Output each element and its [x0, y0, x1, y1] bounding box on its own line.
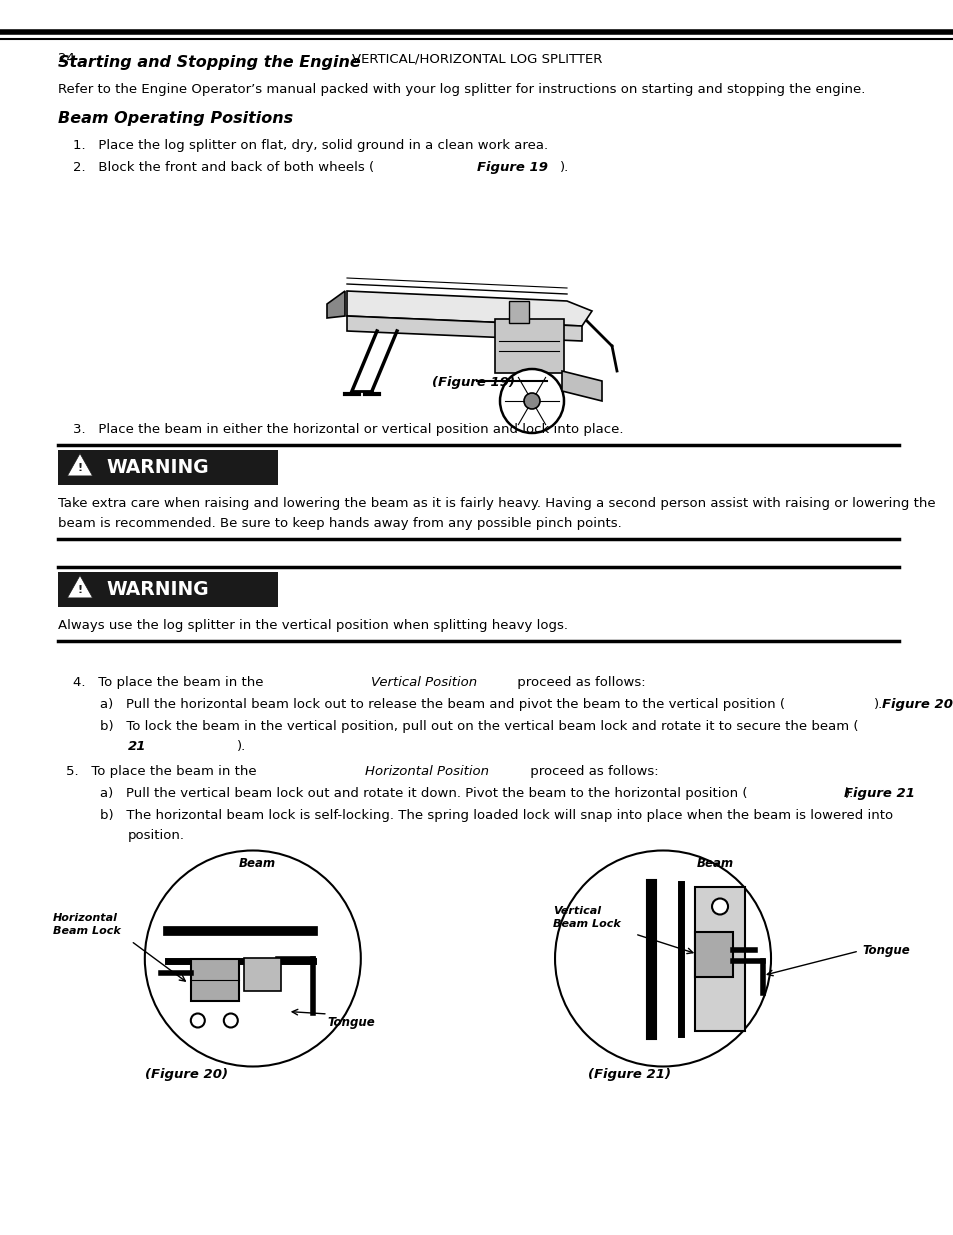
Text: 21: 21 [128, 740, 147, 753]
Text: (Figure 21): (Figure 21) [587, 1068, 670, 1081]
Text: (Figure 19): (Figure 19) [432, 375, 515, 389]
Circle shape [191, 1014, 205, 1028]
Circle shape [523, 393, 539, 409]
FancyBboxPatch shape [244, 957, 280, 992]
Text: (Figure 20): (Figure 20) [145, 1068, 228, 1081]
Text: Beam Lock: Beam Lock [553, 920, 620, 930]
Text: Horizontal: Horizontal [53, 913, 118, 923]
Text: ).: ). [873, 698, 882, 711]
Text: Starting and Stopping the Engine: Starting and Stopping the Engine [58, 56, 360, 70]
Text: 3.   Place the beam in either the horizontal or vertical position and lock into : 3. Place the beam in either the horizont… [73, 424, 623, 436]
FancyBboxPatch shape [495, 319, 563, 373]
Text: a)   Pull the vertical beam lock out and rotate it down. Pivot the beam to the h: a) Pull the vertical beam lock out and r… [100, 787, 747, 800]
Circle shape [145, 851, 360, 1067]
Polygon shape [68, 453, 92, 475]
Bar [58, 450, 277, 485]
Text: Refer to the Engine Operator’s manual packed with your log splitter for instruct: Refer to the Engine Operator’s manual pa… [58, 83, 864, 96]
Text: a)   Pull the horizontal beam lock out to release the beam and pivot the beam to: a) Pull the horizontal beam lock out to … [100, 698, 784, 711]
Circle shape [224, 1014, 237, 1028]
Circle shape [499, 369, 563, 433]
Bar [695, 931, 732, 977]
Circle shape [555, 851, 770, 1067]
Text: ).: ). [236, 740, 246, 753]
Text: Figure 20: Figure 20 [881, 698, 952, 711]
Text: Vertical Position: Vertical Position [370, 676, 476, 689]
Text: 5.   To place the beam in the: 5. To place the beam in the [66, 764, 260, 778]
Polygon shape [327, 291, 345, 317]
Text: b)   The horizontal beam lock is self-locking. The spring loaded lock will snap : b) The horizontal beam lock is self-lock… [100, 809, 892, 823]
Text: beam is recommended. Be sure to keep hands away from any possible pinch points.: beam is recommended. Be sure to keep han… [58, 517, 621, 530]
Text: !: ! [77, 463, 83, 473]
Text: proceed as follows:: proceed as follows: [512, 676, 644, 689]
Text: VERTICAL/HORIZONTAL LOG SPLITTER: VERTICAL/HORIZONTAL LOG SPLITTER [352, 52, 601, 65]
Text: 24: 24 [58, 52, 74, 65]
Text: WARNING: WARNING [106, 580, 209, 599]
Text: Figure 19: Figure 19 [476, 161, 547, 174]
Bar [58, 572, 277, 606]
Bar [509, 301, 529, 324]
Text: Horizontal Position: Horizontal Position [365, 764, 489, 778]
Text: Always use the log splitter in the vertical position when splitting heavy logs.: Always use the log splitter in the verti… [58, 619, 567, 632]
Text: Tongue: Tongue [862, 945, 909, 957]
Text: 4.   To place the beam in the: 4. To place the beam in the [73, 676, 268, 689]
Text: Take extra care when raising and lowering the beam as it is fairly heavy. Having: Take extra care when raising and lowerin… [58, 496, 935, 510]
Text: Tongue: Tongue [328, 1016, 375, 1029]
Bar [695, 887, 744, 1030]
Text: Beam: Beam [696, 857, 733, 869]
Polygon shape [347, 291, 592, 326]
Polygon shape [561, 370, 601, 401]
Text: proceed as follows:: proceed as follows: [526, 764, 659, 778]
Text: WARNING: WARNING [106, 458, 209, 477]
Text: Figure 21: Figure 21 [843, 787, 914, 800]
Circle shape [711, 899, 727, 914]
Polygon shape [347, 316, 581, 341]
Text: !: ! [77, 585, 83, 595]
Text: 1.   Place the log splitter on flat, dry, solid ground in a clean work area.: 1. Place the log splitter on flat, dry, … [73, 140, 548, 152]
Text: b)   To lock the beam in the vertical position, pull out on the vertical beam lo: b) To lock the beam in the vertical posi… [100, 720, 858, 734]
Text: ).: ). [559, 161, 569, 174]
Text: position.: position. [128, 829, 185, 842]
Text: Beam: Beam [239, 857, 276, 869]
Bar [191, 958, 238, 1000]
Polygon shape [68, 576, 92, 598]
Text: Beam Lock: Beam Lock [53, 926, 121, 936]
Text: Vertical: Vertical [553, 906, 600, 916]
Text: ).: ). [843, 787, 853, 800]
Text: Beam Operating Positions: Beam Operating Positions [58, 111, 293, 126]
Text: 2.   Block the front and back of both wheels (: 2. Block the front and back of both whee… [73, 161, 374, 174]
